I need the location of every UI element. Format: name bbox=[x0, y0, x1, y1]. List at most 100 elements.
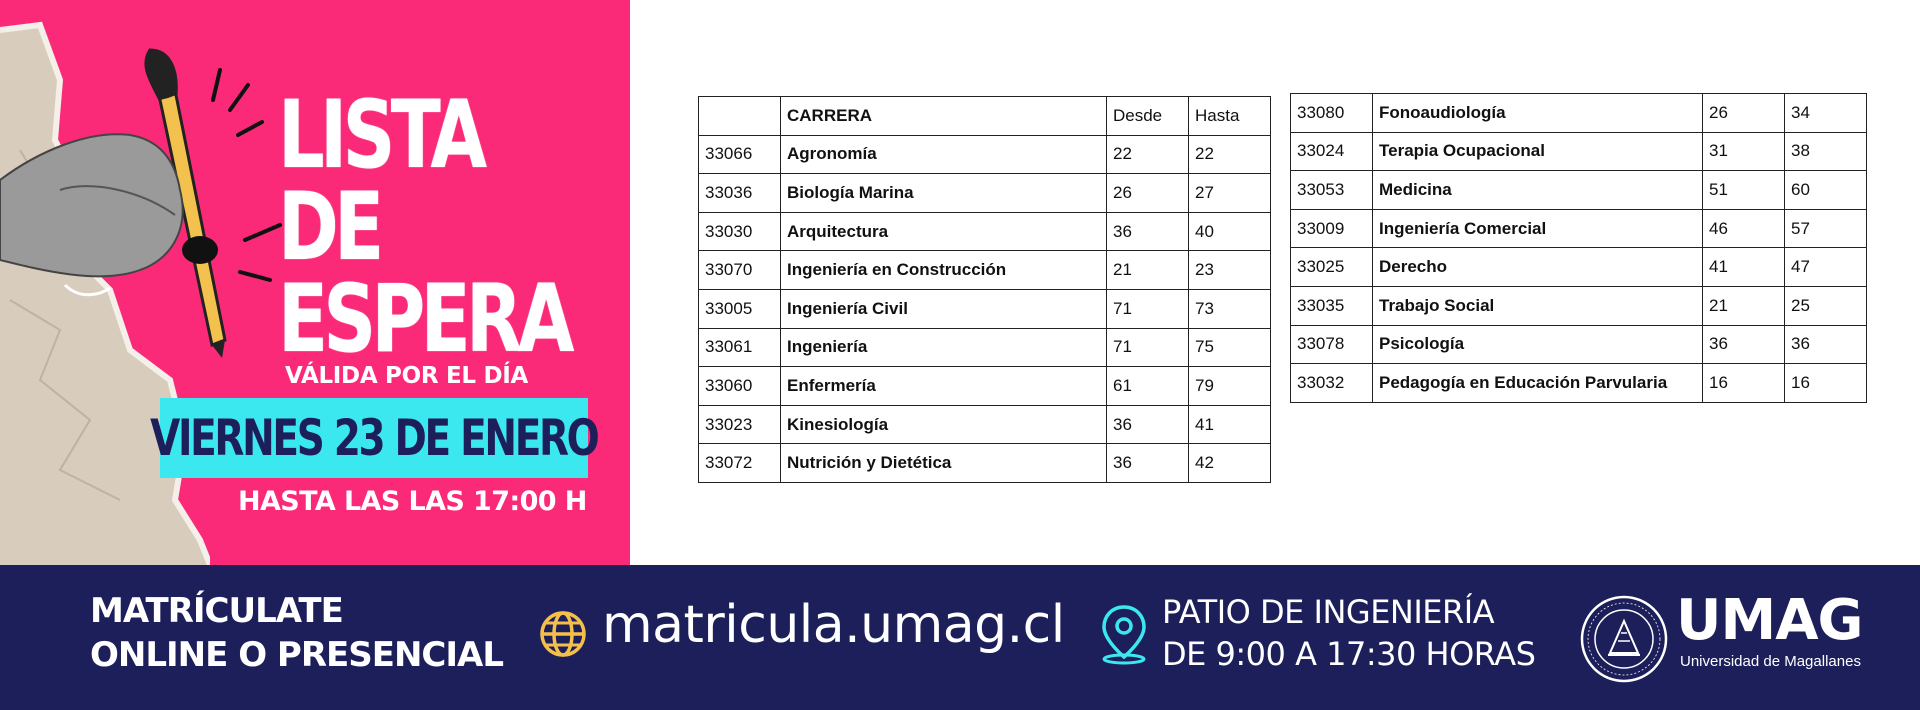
from-value: 41 bbox=[1702, 247, 1785, 287]
career-code: 33035 bbox=[1290, 285, 1373, 326]
career-name: Arquitectura bbox=[780, 211, 1107, 252]
from-value: 36 bbox=[1106, 443, 1189, 483]
table-row: 33060 Enfermería 61 79 bbox=[698, 366, 1271, 406]
table-header-from: Desde bbox=[1106, 96, 1189, 136]
career-code: 33005 bbox=[698, 288, 781, 329]
career-code: 33066 bbox=[698, 134, 781, 175]
from-value: 61 bbox=[1106, 366, 1189, 406]
to-value: 79 bbox=[1188, 366, 1271, 406]
footer-bar: MATRÍCULATE ONLINE O PRESENCIAL matricul… bbox=[0, 565, 1920, 710]
to-value: 22 bbox=[1188, 134, 1271, 175]
website-link[interactable]: matricula.umag.cl bbox=[602, 595, 1065, 655]
career-name: Medicina bbox=[1372, 170, 1703, 210]
table-row: 33025 Derecho 41 47 bbox=[1290, 247, 1867, 287]
enroll-line-2: ONLINE O PRESENCIAL bbox=[90, 635, 504, 675]
enroll-callout: MATRÍCULATE ONLINE O PRESENCIAL bbox=[90, 589, 504, 677]
to-value: 16 bbox=[1784, 363, 1867, 403]
career-code: 33024 bbox=[1290, 131, 1373, 172]
from-value: 71 bbox=[1106, 288, 1189, 329]
table-row: 33009 Ingeniería Comercial 46 57 bbox=[1290, 208, 1867, 249]
to-value: 60 bbox=[1784, 170, 1867, 210]
career-name: Nutrición y Dietética bbox=[780, 443, 1107, 483]
location-line-2: DE 9:00 A 17:30 HORAS bbox=[1162, 635, 1536, 673]
career-name: Terapia Ocupacional bbox=[1372, 131, 1703, 172]
table-row: 33032 Pedagogía en Educación Parvularia 16… bbox=[1290, 363, 1867, 403]
table-row: 33035 Trabajo Social 21 25 bbox=[1290, 285, 1867, 326]
table-header-row: CARRERA Desde Hasta bbox=[698, 96, 1271, 136]
career-code: 33036 bbox=[698, 173, 781, 213]
career-name: Ingeniería Civil bbox=[780, 288, 1107, 329]
career-code: 33061 bbox=[698, 327, 781, 368]
location-info: PATIO DE INGENIERÍA DE 9:00 A 17:30 HORA… bbox=[1162, 591, 1536, 675]
from-value: 26 bbox=[1106, 173, 1189, 213]
from-value: 21 bbox=[1106, 250, 1189, 290]
career-name: Agronomía bbox=[780, 134, 1107, 175]
to-value: 23 bbox=[1188, 250, 1271, 290]
table-row: 33078 Psicología 36 36 bbox=[1290, 324, 1867, 365]
table-row: 33080 Fonoaudiología 26 34 bbox=[1290, 93, 1867, 133]
from-value: 51 bbox=[1702, 170, 1785, 210]
valid-label: VÁLIDA POR EL DÍA bbox=[285, 363, 529, 389]
to-value: 25 bbox=[1784, 285, 1867, 326]
to-value: 73 bbox=[1188, 288, 1271, 329]
table-row: 33066 Agronomía 22 22 bbox=[698, 134, 1271, 175]
career-name: Ingeniería bbox=[780, 327, 1107, 368]
career-name: Trabajo Social bbox=[1372, 285, 1703, 326]
from-value: 26 bbox=[1702, 93, 1785, 133]
to-value: 41 bbox=[1188, 404, 1271, 445]
to-value: 40 bbox=[1188, 211, 1271, 252]
hero-panel: LISTA DE ESPERA VÁLIDA POR EL DÍA VIERNE… bbox=[0, 0, 630, 565]
careers-table-right: 33080 Fonoaudiología 26 34 33024 Terapia Ocu… bbox=[1290, 93, 1867, 403]
enroll-line-1: MATRÍCULATE bbox=[90, 591, 344, 631]
deadline-label: HASTA LAS LAS 17:00 H bbox=[238, 486, 587, 517]
globe-icon bbox=[540, 611, 586, 657]
to-value: 47 bbox=[1784, 247, 1867, 287]
table-row: 33024 Terapia Ocupacional 31 38 bbox=[1290, 131, 1867, 172]
to-value: 57 bbox=[1784, 208, 1867, 249]
career-code: 33023 bbox=[698, 404, 781, 445]
location-line-1: PATIO DE INGENIERÍA bbox=[1162, 593, 1495, 631]
to-value: 34 bbox=[1784, 93, 1867, 133]
table-header-career: CARRERA bbox=[780, 96, 1107, 136]
date-text: VIERNES 23 DE ENERO bbox=[150, 409, 600, 467]
to-value: 42 bbox=[1188, 443, 1271, 483]
from-value: 71 bbox=[1106, 327, 1189, 368]
career-code: 33078 bbox=[1290, 324, 1373, 365]
career-name: Fonoaudiología bbox=[1372, 93, 1703, 133]
from-value: 36 bbox=[1106, 211, 1189, 252]
to-value: 36 bbox=[1784, 324, 1867, 365]
career-code: 33070 bbox=[698, 250, 781, 290]
career-name: Kinesiología bbox=[780, 404, 1107, 445]
page-title: LISTA DE ESPERA bbox=[278, 81, 575, 367]
table-row: 33030 Arquitectura 36 40 bbox=[698, 211, 1271, 252]
table-row: 33061 Ingeniería 71 75 bbox=[698, 327, 1271, 368]
career-code: 33072 bbox=[698, 443, 781, 483]
career-name: Psicología bbox=[1372, 324, 1703, 365]
to-value: 75 bbox=[1188, 327, 1271, 368]
title-line-1: LISTA DE bbox=[278, 81, 487, 282]
career-code: 33032 bbox=[1290, 363, 1373, 403]
date-box: VIERNES 23 DE ENERO bbox=[150, 398, 600, 478]
brand-subtitle: Universidad de Magallanes bbox=[1680, 653, 1861, 670]
career-name: Pedagogía en Educación Parvularia bbox=[1372, 363, 1703, 403]
career-code: 33080 bbox=[1290, 93, 1373, 133]
table-row: 33023 Kinesiología 36 41 bbox=[698, 404, 1271, 445]
career-code: 33053 bbox=[1290, 170, 1373, 210]
career-code: 33030 bbox=[698, 211, 781, 252]
table-header-code bbox=[698, 96, 781, 136]
table-row: 33005 Ingeniería Civil 71 73 bbox=[698, 288, 1271, 329]
career-code: 33025 bbox=[1290, 247, 1373, 287]
from-value: 21 bbox=[1702, 285, 1785, 326]
table-row: 33070 Ingeniería en Construcción 21 23 bbox=[698, 250, 1271, 290]
university-seal-icon bbox=[1580, 595, 1668, 683]
from-value: 16 bbox=[1702, 363, 1785, 403]
career-name: Ingeniería Comercial bbox=[1372, 208, 1703, 249]
from-value: 31 bbox=[1702, 131, 1785, 172]
to-value: 27 bbox=[1188, 173, 1271, 213]
table-row: 33036 Biología Marina 26 27 bbox=[698, 173, 1271, 213]
table-row: 33072 Nutrición y Dietética 36 42 bbox=[698, 443, 1271, 483]
table-header-to: Hasta bbox=[1188, 96, 1271, 136]
careers-table-left: CARRERA Desde Hasta 33066 Agronomía 22 22 3… bbox=[698, 96, 1271, 483]
table-row: 33053 Medicina 51 60 bbox=[1290, 170, 1867, 210]
career-name: Ingeniería en Construcción bbox=[780, 250, 1107, 290]
